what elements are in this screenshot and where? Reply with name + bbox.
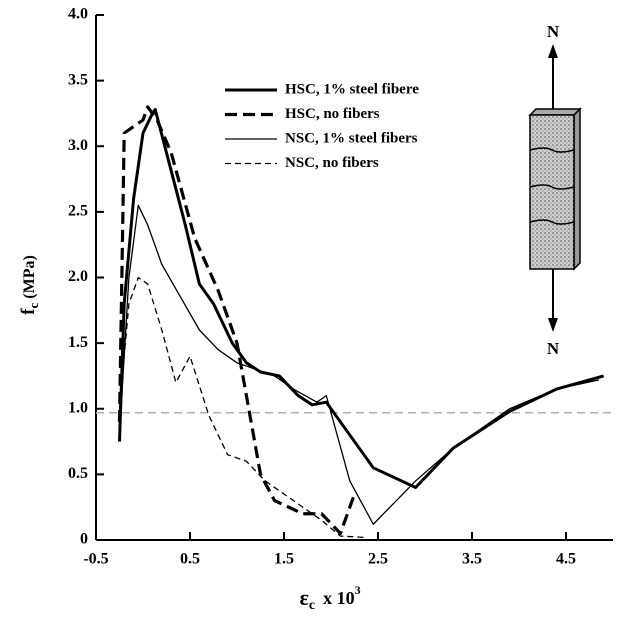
x-tick-label: 3.5 bbox=[462, 551, 482, 568]
series-line bbox=[118, 276, 364, 539]
y-tick-label: 1.0 bbox=[68, 399, 88, 416]
y-tick-label: 2.0 bbox=[68, 268, 88, 285]
legend-label: HSC, no fibers bbox=[285, 106, 380, 122]
x-axis-label: εc x 103 bbox=[299, 583, 360, 613]
x-tick-label: 2.5 bbox=[368, 551, 388, 568]
series-line bbox=[117, 105, 357, 536]
series-line bbox=[118, 204, 600, 525]
annotation: N bbox=[547, 22, 560, 41]
y-tick-label: 0 bbox=[80, 531, 88, 548]
series-line bbox=[118, 108, 605, 489]
y-tick-label: 3.5 bbox=[68, 71, 88, 88]
annotation: N bbox=[547, 339, 560, 358]
specimen-diagram: N N bbox=[528, 22, 582, 358]
x-tick-label: 4.5 bbox=[556, 551, 576, 568]
y-axis-label: fc(MPa) bbox=[18, 255, 41, 315]
y-tick-label: 3.0 bbox=[68, 137, 88, 154]
x-tick-label: -0.5 bbox=[83, 551, 108, 568]
legend-label: NSC, no fibers bbox=[285, 155, 379, 171]
legend-label: NSC, 1% steel fibers bbox=[285, 130, 418, 146]
y-tick-label: 1.5 bbox=[68, 334, 88, 351]
y-tick-label: 0.5 bbox=[68, 465, 88, 482]
x-tick-label: 0.5 bbox=[180, 551, 200, 568]
x-tick-label: 1.5 bbox=[274, 551, 294, 568]
legend-label: HSC, 1% steel fibere bbox=[285, 81, 419, 97]
y-tick-label: 2.5 bbox=[68, 203, 88, 220]
y-tick-label: 4.0 bbox=[68, 6, 88, 23]
